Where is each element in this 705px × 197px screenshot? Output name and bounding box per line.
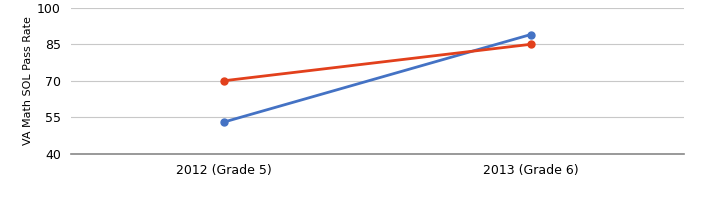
Y-axis label: VA Math SOL Pass Rate: VA Math SOL Pass Rate — [23, 16, 32, 145]
